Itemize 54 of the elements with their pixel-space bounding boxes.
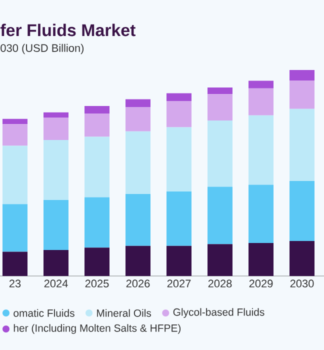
bar (84, 248, 110, 276)
bar (2, 124, 28, 146)
bar (290, 70, 315, 81)
x-tick-label: 2027 (167, 280, 191, 288)
bar (2, 204, 28, 252)
x-tick-label: 2028 (208, 280, 232, 288)
bar (126, 99, 151, 108)
bar (208, 120, 233, 187)
bar (290, 240, 315, 276)
bar (44, 118, 68, 140)
bar (248, 80, 274, 88)
bar (208, 94, 233, 120)
bar (84, 106, 110, 114)
chart-title: fer Fluids Market (0, 24, 136, 36)
bar (290, 108, 315, 182)
bar (44, 200, 68, 250)
legend-label: Glycol-based Fluids (173, 308, 264, 318)
bar (126, 107, 151, 132)
bar (84, 113, 110, 137)
x-tick-label: 2025 (85, 280, 109, 288)
bar (166, 101, 192, 128)
bar (248, 88, 274, 116)
bar (44, 112, 68, 118)
bar (208, 244, 233, 276)
bar (126, 246, 151, 276)
bar (44, 250, 68, 276)
bar (166, 127, 192, 192)
bar (248, 115, 274, 185)
bar (248, 184, 274, 244)
legend-label: omatic Fluids (14, 309, 74, 317)
bar (44, 140, 68, 200)
bar (84, 136, 110, 198)
x-tick-label: 2030 (290, 280, 314, 288)
x-tick-label: 2026 (126, 280, 150, 288)
bar (166, 93, 192, 102)
bar (290, 80, 315, 109)
bar (2, 146, 28, 204)
bar (208, 186, 233, 244)
x-tick-label: 2029 (249, 280, 273, 288)
chart-subtitle: 030 (USD Billion) (0, 44, 84, 54)
bar (208, 88, 233, 94)
legend-label: her (Including Molten Salts & HFPE) (14, 324, 181, 334)
legend-label: Mineral Oils (97, 309, 152, 317)
bar (248, 243, 274, 276)
x-tick-label: 23 (9, 280, 21, 288)
bar (84, 197, 110, 248)
bar (166, 192, 192, 246)
bar (126, 194, 151, 246)
bar (290, 181, 315, 241)
bar (2, 118, 28, 124)
bar (166, 246, 192, 276)
bar (126, 131, 151, 194)
bar (2, 252, 28, 276)
x-tick-label: 2024 (44, 280, 68, 288)
